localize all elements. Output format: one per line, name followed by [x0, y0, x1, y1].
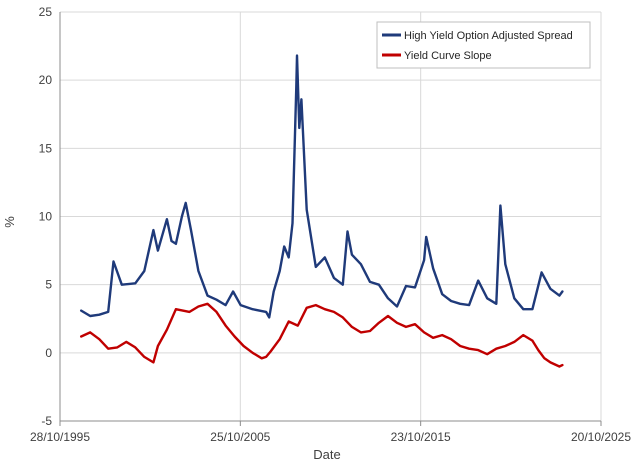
- legend-label-spread: High Yield Option Adjusted Spread: [404, 30, 573, 42]
- legend-box: [376, 21, 591, 69]
- x-tick-label: 23/10/2015: [391, 430, 451, 444]
- y-tick-label: 25: [39, 5, 53, 19]
- legend: High Yield Option Adjusted Spread Yield …: [376, 21, 591, 69]
- y-tick-label: 15: [39, 141, 53, 155]
- series-line-yield-curve-slope: [80, 302, 564, 368]
- y-tick-label: 20: [39, 73, 53, 87]
- y-tick-label: 0: [45, 346, 52, 360]
- axes: [59, 12, 602, 426]
- y-tick-label: -5: [41, 414, 52, 428]
- x-tick-label: 20/10/2025: [571, 430, 631, 444]
- series-line-high-yield-spread: [80, 54, 564, 319]
- x-axis-title: Date: [313, 447, 340, 462]
- tick-labels: -5 0 5 10 15 20 25 28/10/1995 25/10/2005 23/10/20…: [30, 5, 631, 444]
- grid: [59, 11, 602, 422]
- y-tick-label: 5: [45, 278, 52, 292]
- x-tick-label: 25/10/2005: [210, 430, 270, 444]
- series-group: [80, 54, 564, 368]
- y-tick-label: 10: [39, 210, 53, 224]
- x-tick-label: 28/10/1995: [30, 430, 90, 444]
- y-axis-title: %: [2, 216, 17, 228]
- legend-label-slope: Yield Curve Slope: [404, 50, 492, 62]
